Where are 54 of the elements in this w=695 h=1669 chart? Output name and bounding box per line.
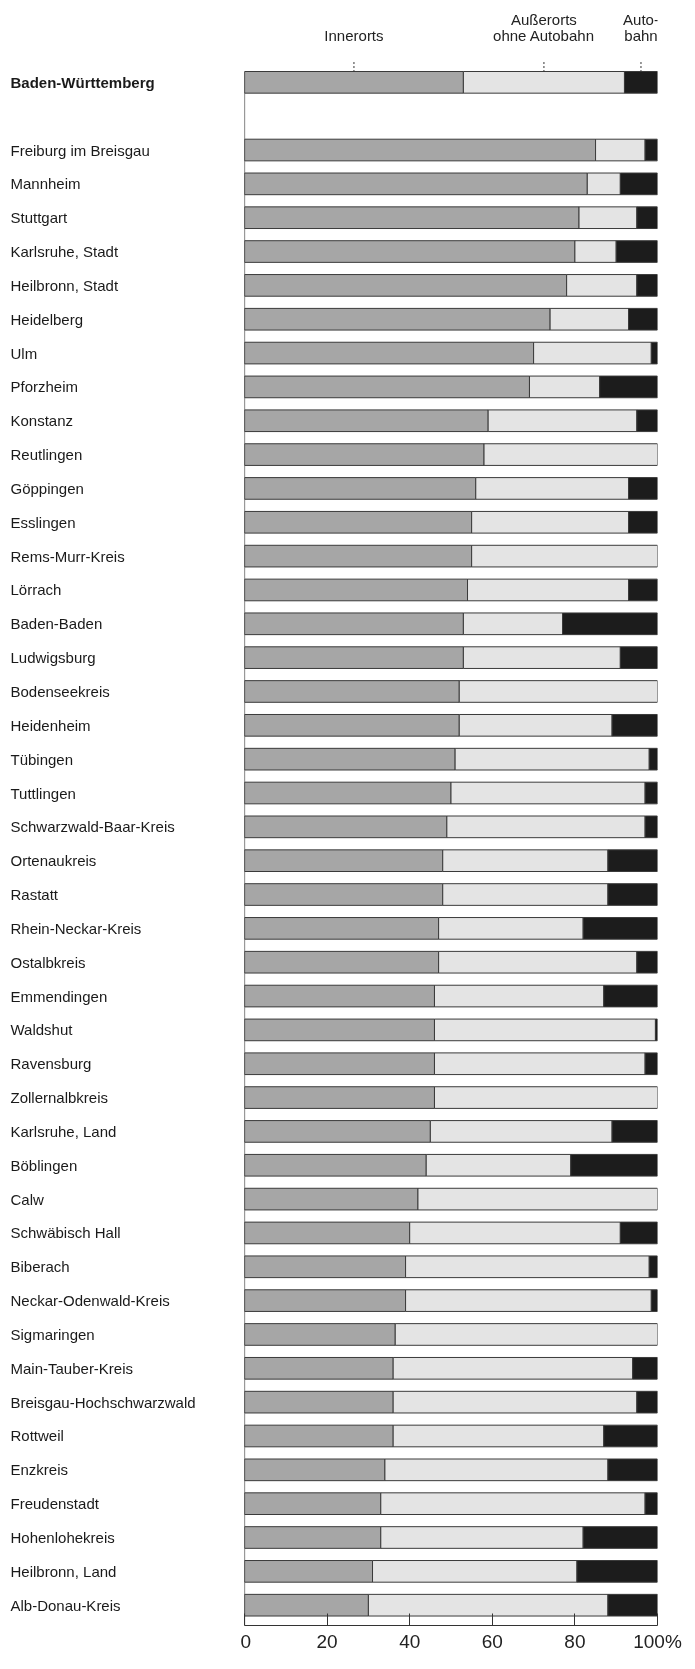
- y-tick-label: Baden-Württemberg: [10, 73, 155, 91]
- y-tick-label: Esslingen: [10, 513, 76, 531]
- y-tick-label: Böblingen: [10, 1156, 78, 1174]
- y-tick-label: Enzkreis: [10, 1461, 69, 1479]
- x-tick-label: 60: [481, 1630, 503, 1652]
- y-tick-label: Schwäbisch Hall: [10, 1224, 121, 1242]
- y-tick-label: Ulm: [10, 344, 38, 362]
- y-tick-label: Biberach: [10, 1258, 70, 1276]
- y-tick-label: Alb-Donau-Kreis: [10, 1596, 121, 1614]
- y-tick-label: Rems-Murr-Kreis: [10, 547, 125, 565]
- y-tick-label: Stuttgart: [10, 209, 69, 227]
- y-tick-label: Zollernalbkreis: [10, 1089, 109, 1107]
- x-tick-label: 0: [240, 1630, 252, 1652]
- x-tick-label: 20: [316, 1630, 338, 1652]
- y-tick-label: Ortenaukreis: [10, 852, 97, 870]
- y-tick-label: Freudenstadt: [10, 1495, 100, 1513]
- y-tick-label: Reutlingen: [10, 446, 83, 464]
- y-tick-label: Freiburg im Breisgau: [10, 141, 150, 159]
- y-tick-label: Rhein-Neckar-Kreis: [10, 919, 142, 937]
- y-tick-label: Main-Tauber-Kreis: [10, 1359, 134, 1377]
- y-tick-label: Heilbronn, Land: [10, 1562, 117, 1580]
- y-tick-label: Bodenseekreis: [10, 682, 110, 700]
- y-tick-label: Emmendingen: [10, 987, 108, 1005]
- y-tick-label: Karlsruhe, Stadt: [10, 243, 119, 261]
- series-label: Auto- bahn: [623, 10, 659, 45]
- y-tick-label: Hohenlohekreis: [10, 1529, 115, 1547]
- y-tick-label: Sigmaringen: [10, 1325, 95, 1343]
- x-tick-label: 80: [564, 1630, 586, 1652]
- y-tick-label: Rottweil: [10, 1427, 64, 1445]
- series-label: Außerorts ohne Autobahn: [493, 10, 594, 45]
- y-tick-label: Ludwigsburg: [10, 649, 96, 667]
- y-tick-label: Ravensburg: [10, 1055, 92, 1073]
- y-tick-label: Tübingen: [10, 750, 74, 768]
- y-tick-label: Breisgau-Hochschwarzwald: [10, 1393, 196, 1411]
- y-tick-label: Baden-Baden: [10, 615, 103, 633]
- y-tick-label: Lörrach: [10, 581, 62, 599]
- series-label: Innerorts: [324, 27, 384, 45]
- y-tick-label: Tuttlingen: [10, 784, 76, 802]
- y-tick-label: Schwarzwald-Baar-Kreis: [10, 818, 175, 836]
- x-tick-label: 40: [399, 1630, 421, 1652]
- y-tick-label: Göppingen: [10, 479, 84, 497]
- y-tick-label: Waldshut: [10, 1021, 74, 1039]
- y-tick-label: Heidenheim: [10, 716, 91, 734]
- y-tick-label: Neckar-Odenwald-Kreis: [10, 1292, 170, 1310]
- y-tick-label: Karlsruhe, Land: [10, 1122, 117, 1140]
- y-tick-label: Heilbronn, Stadt: [10, 276, 119, 294]
- y-tick-label: Pforzheim: [10, 378, 79, 396]
- y-tick-label: Rastatt: [10, 886, 59, 904]
- y-tick-label: Heidelberg: [10, 310, 84, 328]
- y-tick-label: Calw: [10, 1190, 45, 1208]
- y-tick-label: Mannheim: [10, 175, 81, 193]
- x-tick-label: 100%: [633, 1630, 682, 1652]
- y-tick-label: Konstanz: [10, 412, 74, 430]
- y-tick-label: Ostalbkreis: [10, 953, 86, 971]
